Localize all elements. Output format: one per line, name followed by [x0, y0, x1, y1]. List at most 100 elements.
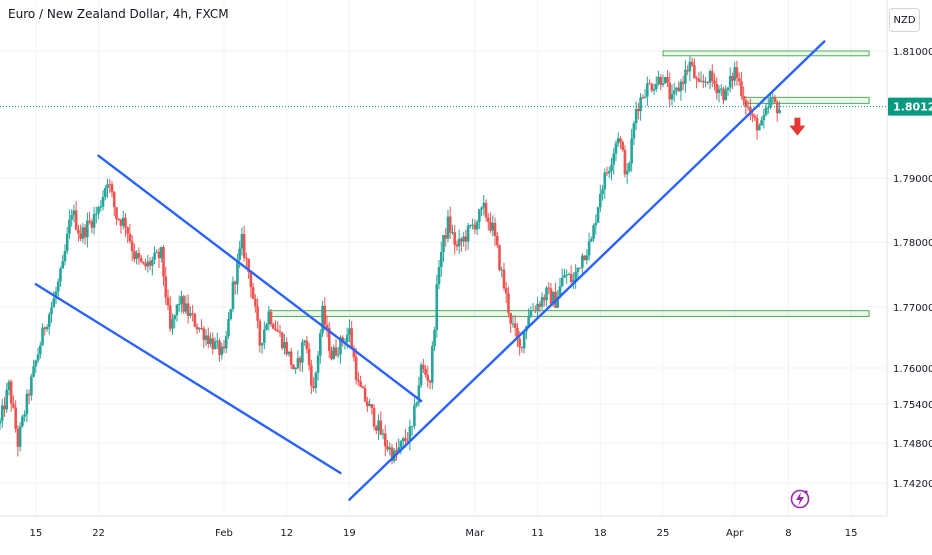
trendline-channel-lower[interactable] [34, 283, 342, 475]
currency-button[interactable]: NZD [889, 8, 920, 32]
candle-body [688, 61, 692, 72]
candle-body [370, 404, 374, 409]
logo-dot [804, 490, 808, 494]
candle-body [12, 403, 15, 408]
candle-body [603, 172, 607, 190]
candle-body [431, 346, 434, 383]
x-tick-label: Apr [726, 528, 744, 539]
arrow-shaft [794, 117, 801, 127]
candle-body [189, 313, 192, 316]
candle-body [540, 297, 544, 307]
candle-body [227, 319, 230, 337]
candle-body [186, 303, 190, 316]
candle-body [670, 94, 674, 100]
candle-body [357, 379, 360, 382]
candle-body [435, 284, 439, 330]
candle-body [722, 88, 725, 101]
trendline-channel-upper[interactable] [97, 154, 423, 403]
candle-body [23, 414, 26, 417]
candle-body [556, 296, 560, 308]
candle-body [641, 97, 645, 99]
candle-body [740, 81, 743, 96]
candle-body [634, 108, 638, 124]
logo-ring [790, 489, 810, 509]
candle-body [144, 263, 147, 267]
candle-body [233, 281, 237, 285]
candle-body [406, 441, 409, 443]
trendlines[interactable] [34, 40, 826, 501]
candle-body [274, 328, 277, 331]
candle-body [632, 123, 636, 139]
candle-body [498, 245, 501, 271]
candle-body [482, 202, 486, 208]
candle-body [538, 303, 542, 307]
candle-body [507, 293, 510, 313]
candle-body [229, 309, 233, 320]
candle-body [760, 120, 763, 126]
candle-body [204, 335, 208, 341]
chart-title: Euro / New Zealand Dollar, 4h, FXCM [6, 6, 231, 22]
candle-body [433, 329, 436, 347]
lightning-bolt-logo-icon [790, 489, 810, 509]
candle-body [245, 257, 248, 259]
candle-body [648, 83, 651, 85]
candle-body [764, 107, 768, 116]
candle-body [605, 172, 609, 174]
candle-body [153, 252, 156, 260]
candle-body [590, 239, 593, 242]
candle-body [43, 327, 47, 330]
candle-body [612, 153, 616, 165]
candle-body [184, 303, 188, 312]
candle-body [453, 232, 456, 245]
candle-body [263, 329, 266, 343]
candle-body [383, 433, 387, 447]
candle-body [296, 358, 300, 368]
candle-body [542, 297, 546, 301]
candle-body [327, 327, 331, 351]
candle-body [0, 420, 2, 424]
candle-body [200, 327, 203, 329]
candle-body [307, 348, 311, 366]
candle-body [408, 426, 412, 442]
zones [268, 50, 870, 317]
candle-body [260, 342, 264, 346]
candle-body [460, 238, 463, 242]
candle-body [128, 233, 132, 242]
candle-body [749, 107, 752, 115]
candle-body [737, 77, 741, 82]
candle-body [733, 67, 736, 81]
candle-body [18, 426, 22, 447]
trendline-ascending-support[interactable] [348, 40, 826, 501]
candle-body [72, 210, 76, 216]
candle-body [663, 77, 667, 84]
candle-body [444, 235, 448, 239]
candle-body [151, 259, 154, 266]
candle-body [267, 311, 271, 325]
candle-body [231, 281, 235, 310]
candle-body [142, 261, 145, 264]
candle-body [771, 97, 775, 99]
candle-body [549, 288, 553, 304]
candle-body [289, 351, 293, 365]
candle-body [83, 227, 87, 238]
candle-body [166, 297, 170, 306]
candle-body [706, 81, 710, 83]
candle-body [410, 425, 414, 427]
arrow-head [789, 125, 806, 136]
candle-body [86, 220, 89, 238]
candle-body [265, 324, 268, 330]
candle-body [762, 115, 766, 121]
candle-body [79, 233, 82, 239]
candle-body [753, 116, 757, 118]
candle-body [448, 216, 452, 233]
candle-body [99, 206, 103, 208]
candle-body [236, 259, 239, 285]
candle-body [534, 310, 537, 312]
candle-body [484, 202, 488, 218]
candle-body [650, 84, 654, 91]
candle-body [77, 229, 80, 234]
candle-body [426, 374, 430, 381]
candle-body [363, 388, 367, 402]
